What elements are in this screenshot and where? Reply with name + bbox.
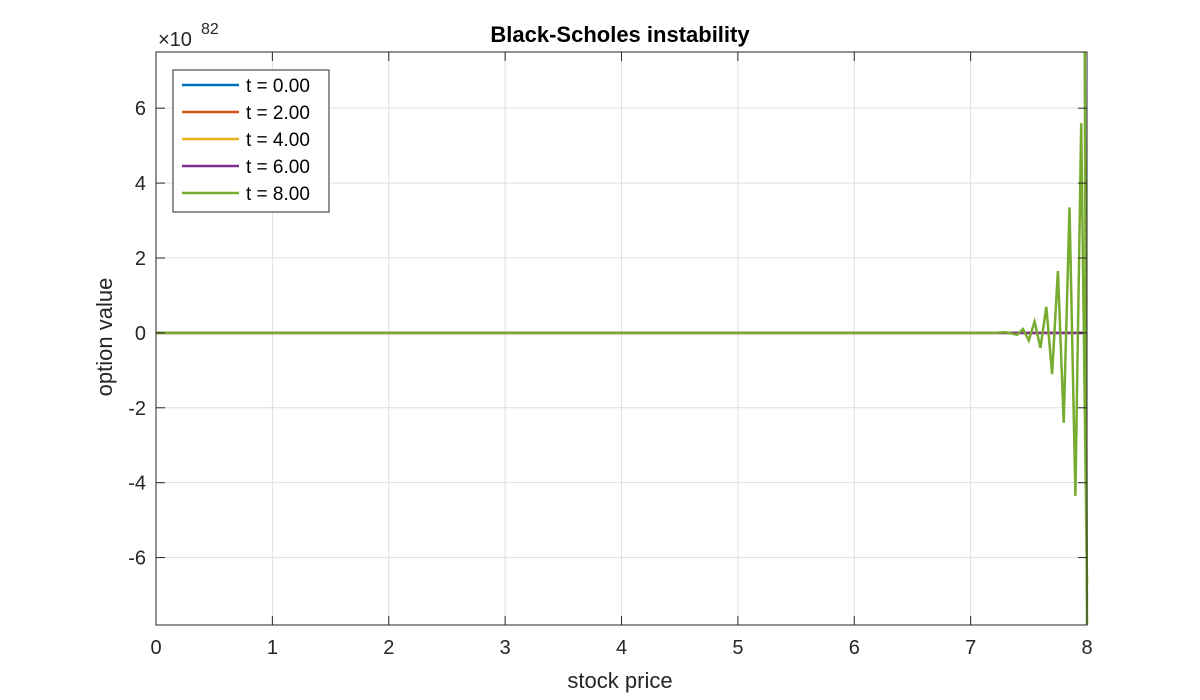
y-tick-label: -2 — [128, 398, 146, 420]
tick-labels: 0 1 2 3 4 5 6 7 8 -6 -4 -2 0 2 4 6 — [128, 98, 1092, 659]
x-tick-label: 1 — [267, 637, 278, 659]
legend-label-4: t = 8.00 — [246, 184, 310, 205]
x-tick-label: 0 — [150, 637, 161, 659]
legend: t = 0.00 t = 2.00 t = 4.00 t = 6.00 t = 8.00 — [172, 69, 330, 213]
x-tick-label: 2 — [383, 637, 394, 659]
series-line-4 — [156, 123, 1089, 584]
y-exponent-power: 82 — [201, 21, 219, 38]
x-tick-label: 6 — [849, 637, 860, 659]
x-tick-label: 7 — [965, 637, 976, 659]
x-tick-label: 4 — [616, 637, 627, 659]
y-tick-label: 0 — [135, 323, 146, 345]
y-tick-label: -6 — [128, 548, 146, 570]
y-tick-label: -4 — [128, 473, 146, 495]
y-tick-label: 4 — [135, 173, 146, 195]
legend-label-0: t = 0.00 — [246, 76, 310, 97]
y-axis-label: option value — [92, 278, 117, 397]
legend-label-3: t = 6.00 — [246, 157, 310, 178]
y-exponent: ×10 82 — [158, 21, 219, 51]
legend-box — [172, 69, 330, 213]
legend-label-1: t = 2.00 — [246, 103, 310, 124]
x-tick-label: 3 — [500, 637, 511, 659]
y-exponent-base: ×10 — [158, 29, 192, 51]
x-axis-label: stock price — [567, 668, 672, 693]
ticks — [155, 52, 1088, 625]
y-tick-label: 2 — [135, 248, 146, 270]
chart-title: Black-Scholes instability — [490, 22, 750, 47]
y-tick-label: 6 — [135, 98, 146, 120]
legend-label-2: t = 4.00 — [246, 130, 310, 151]
x-tick-label: 8 — [1081, 637, 1092, 659]
x-tick-label: 5 — [732, 637, 743, 659]
